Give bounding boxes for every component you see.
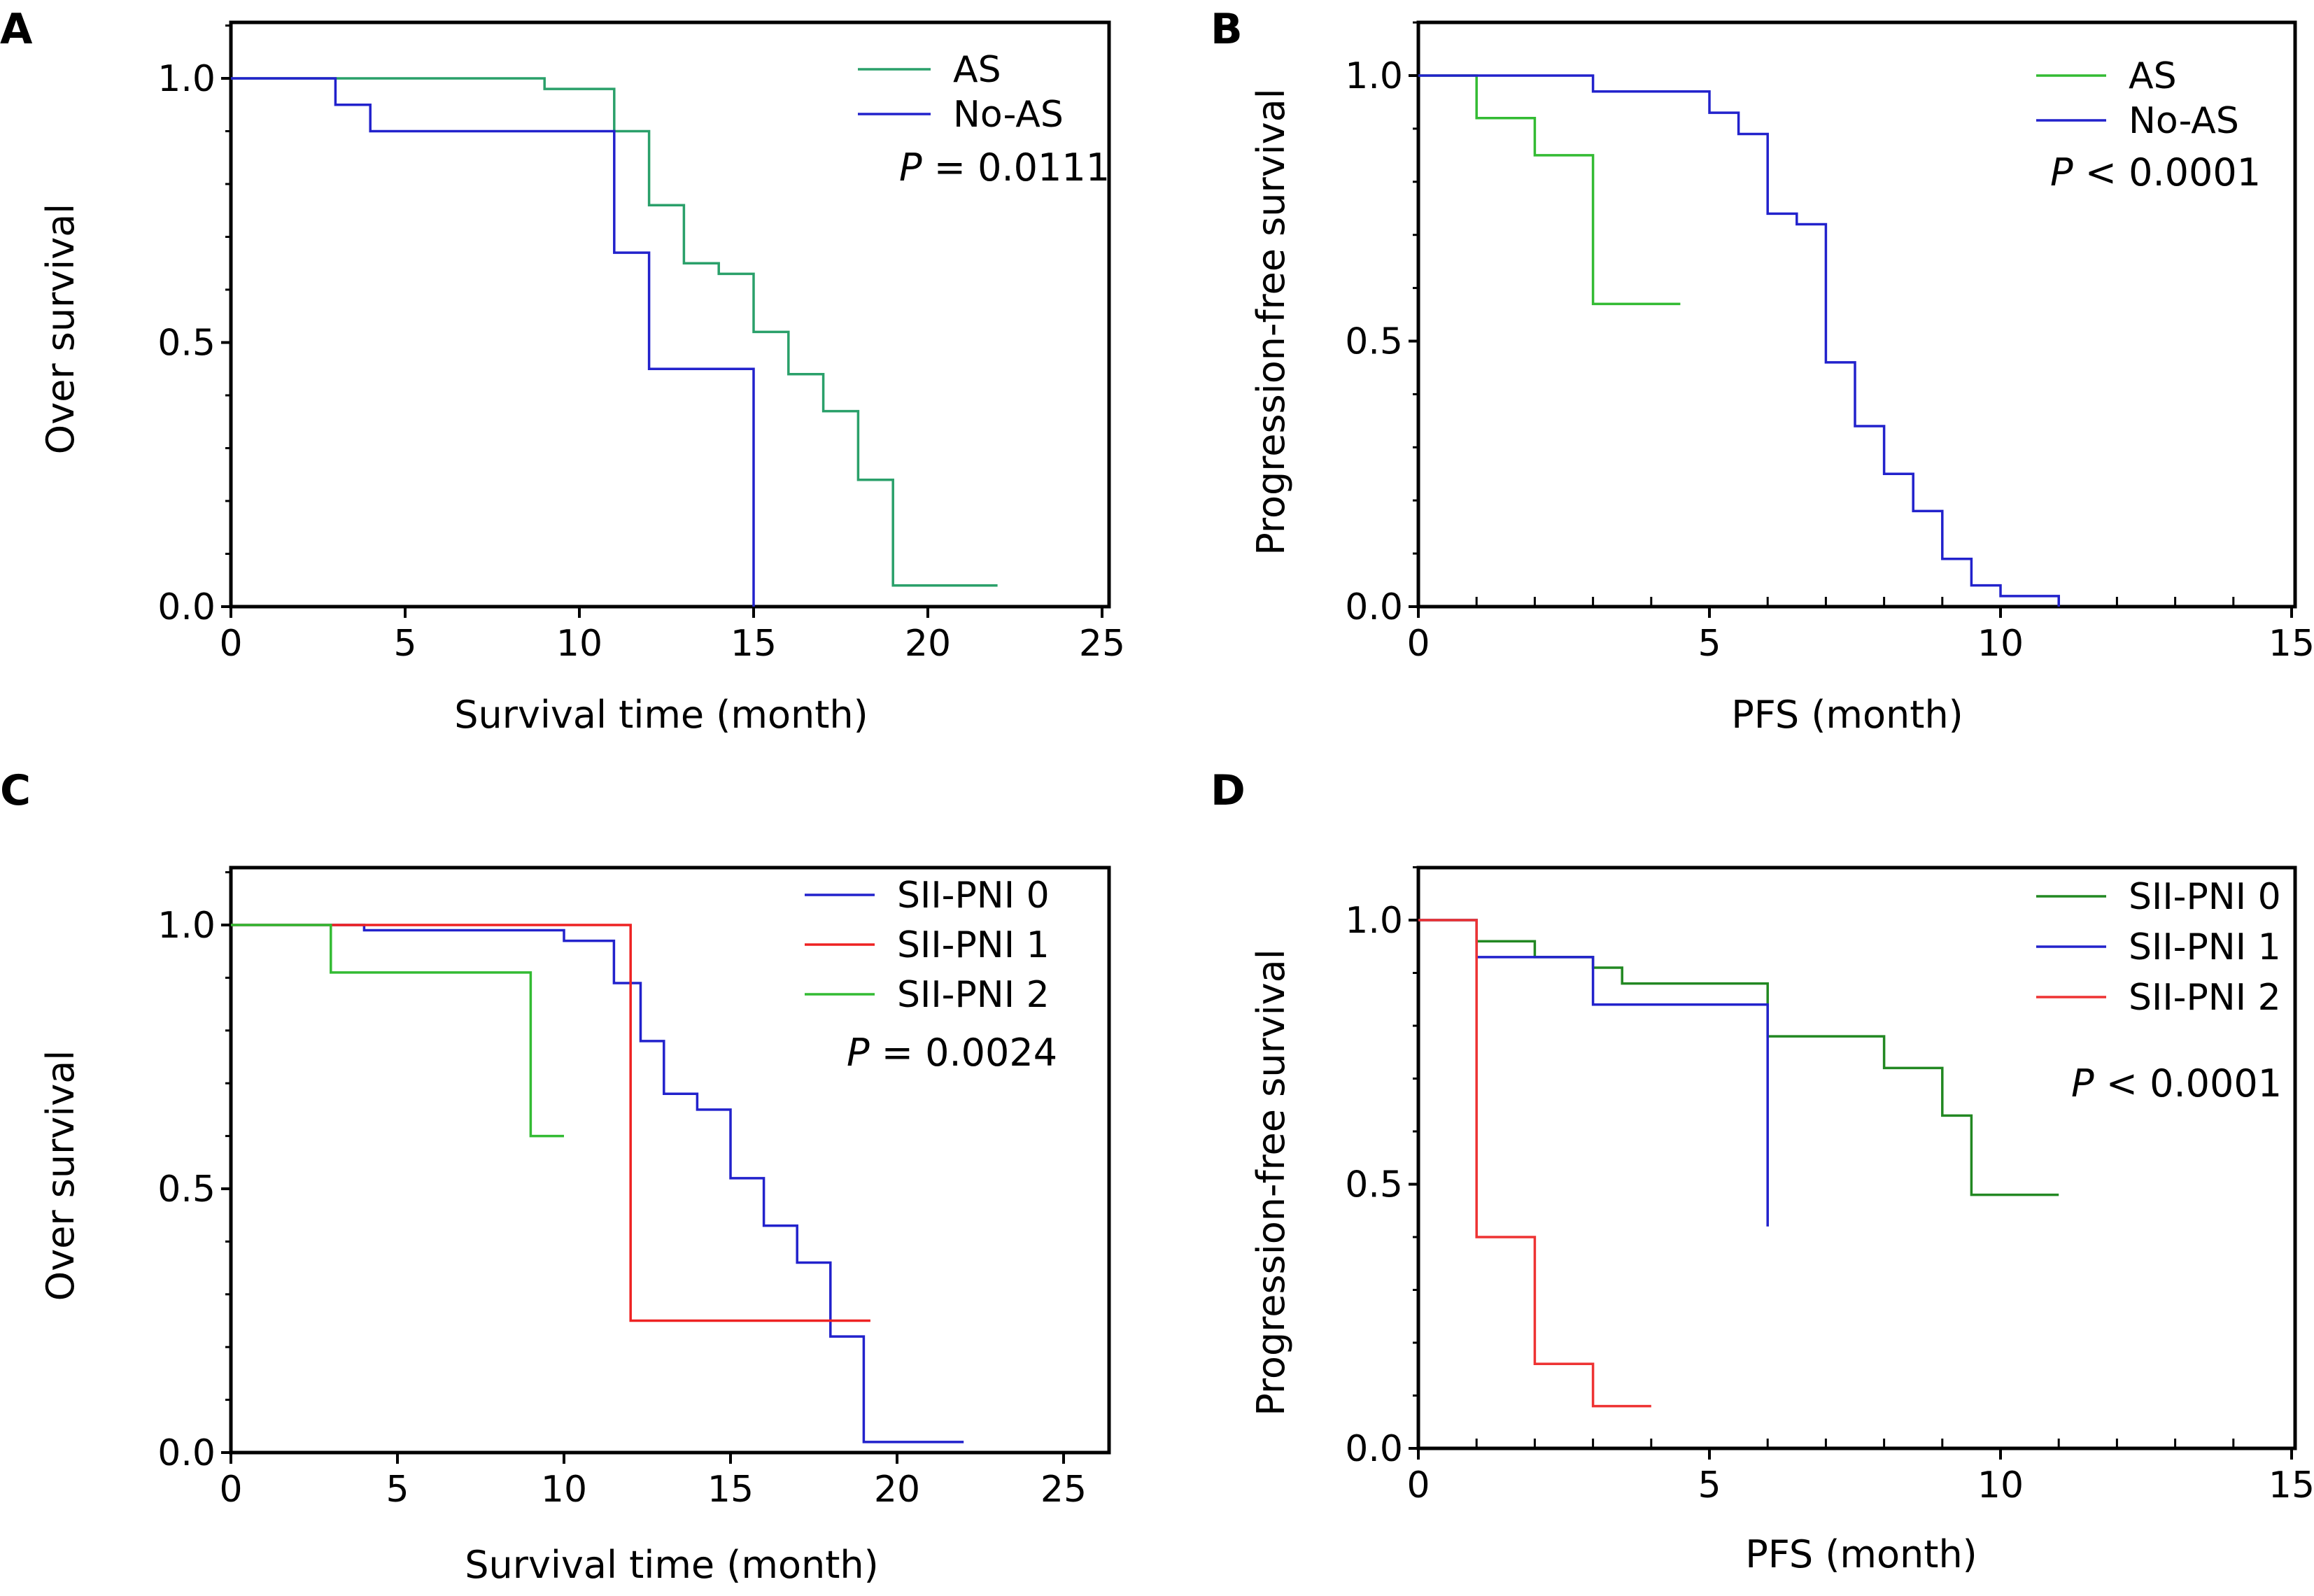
x-tick-label: 15 [731, 623, 777, 665]
y-tick-label: 0.5 [157, 323, 216, 365]
series-line-sii-pni-0 [1418, 919, 2059, 1196]
y-tick-label: 1.0 [157, 905, 216, 947]
y-tick-label: 1.0 [157, 58, 216, 100]
legend-label: AS [953, 49, 1001, 91]
y-tick-label: 0.0 [157, 1432, 216, 1474]
y-tick-label: 0.0 [1345, 586, 1403, 628]
x-tick-label: 15 [2269, 1464, 2314, 1506]
x-tick-label: 10 [556, 623, 602, 665]
p-value-text: < 0.0001 [2094, 1061, 2283, 1106]
y-axis-label: Over survival [38, 204, 83, 455]
series-line-sii-pni-0 [231, 924, 964, 1443]
x-tick-label: 10 [1977, 623, 2024, 665]
y-tick-label: 1.0 [1345, 900, 1403, 942]
legend-label: SII-PNI 2 [897, 974, 1050, 1016]
x-tick-label: 0 [219, 1469, 242, 1511]
y-tick-label: 0.5 [157, 1168, 216, 1210]
chart-panel-a: A 0.0 0.5 1.0 0 5 10 15 20 25 Survival time (month… [0, 5, 1125, 737]
y-tick-label: 0.5 [1345, 321, 1403, 363]
series-line-as [1418, 74, 1681, 306]
x-axis-label: Survival time (month) [465, 1543, 878, 1587]
chart-panel-c: C 0.0 0.5 1.0 0 5 10 15 20 25 Survival time (month… [0, 766, 1111, 1587]
legend-label: SII-PNI 0 [897, 875, 1050, 917]
x-tick-label: 20 [905, 623, 951, 665]
legend-label: No-AS [2129, 100, 2239, 142]
x-tick-label: 25 [1079, 623, 1125, 665]
legend-label: AS [2129, 55, 2177, 97]
x-tick-label: 5 [386, 1469, 409, 1511]
plot-frame [1416, 866, 2297, 1450]
p-symbol: P [847, 1031, 870, 1075]
y-tick-label: 0.0 [157, 586, 216, 628]
y-tick-label: 1.0 [1345, 55, 1403, 97]
x-tick-label: 15 [2269, 623, 2314, 665]
series-line-no-as [231, 77, 755, 607]
p-value-annotation: P = 0.0024 [847, 1031, 1057, 1075]
p-symbol: P [2050, 150, 2073, 195]
panel-letter: A [0, 5, 33, 54]
p-value-annotation: P < 0.0001 [2050, 150, 2261, 195]
x-axis-label: PFS (month) [1745, 1532, 1977, 1576]
legend-label: SII-PNI 2 [2129, 977, 2281, 1019]
x-tick-label: 5 [1698, 623, 1721, 665]
p-symbol: P [899, 146, 922, 190]
p-value-annotation: P = 0.0111 [899, 146, 1110, 190]
x-tick-label: 0 [1406, 1464, 1430, 1506]
x-tick-label: 10 [541, 1469, 587, 1511]
panel-letter: B [1211, 5, 1243, 54]
panel-letter: D [1211, 766, 1246, 815]
series-line-sii-pni-1 [231, 924, 870, 1322]
x-axis-label: PFS (month) [1731, 693, 1963, 737]
x-tick-label: 5 [1698, 1464, 1721, 1506]
series-line-sii-pni-1 [1418, 919, 1769, 1227]
plot-frame [229, 866, 1111, 1455]
legend-label: No-AS [953, 94, 1064, 136]
p-value-text: = 0.0111 [922, 146, 1110, 190]
chart-panel-b: B 0.0 0.5 1.0 0 5 10 15 PFS (month) Progression-f… [1211, 5, 2314, 737]
x-tick-label: 5 [393, 623, 416, 665]
y-axis-label: Over survival [38, 1050, 83, 1301]
x-tick-label: 10 [1977, 1464, 2024, 1506]
x-tick-label: 25 [1040, 1469, 1087, 1511]
legend-label: SII-PNI 1 [897, 924, 1050, 966]
series-line-no-as [1418, 74, 2060, 607]
series-line-sii-pni-2 [231, 924, 564, 1138]
x-tick-label: 20 [874, 1469, 920, 1511]
x-tick-label: 0 [219, 623, 242, 665]
y-axis-label: Progression-free survival [1249, 88, 1293, 555]
legend-label: SII-PNI 1 [2129, 926, 2281, 968]
y-tick-label: 0.5 [1345, 1164, 1403, 1206]
series-line-as [231, 77, 998, 587]
plot-frame [1416, 20, 2297, 609]
y-tick-label: 0.0 [1345, 1428, 1403, 1470]
legend-label: SII-PNI 0 [2129, 876, 2281, 918]
panel-letter: C [0, 766, 31, 815]
p-symbol: P [2071, 1061, 2094, 1106]
y-axis-label: Progression-free survival [1249, 949, 1293, 1415]
p-value-text: < 0.0001 [2073, 150, 2262, 195]
chart-panel-d: D 0.0 0.5 1.0 0 5 10 15 PFS (month) Progression-f… [1211, 766, 2314, 1576]
x-axis-label: Survival time (month) [454, 693, 868, 737]
x-tick-label: 15 [707, 1469, 754, 1511]
x-tick-label: 0 [1406, 623, 1430, 665]
p-value-annotation: P < 0.0001 [2071, 1061, 2282, 1106]
plot-frame [229, 20, 1111, 609]
series-line-sii-pni-2 [1418, 919, 1651, 1408]
p-value-text: = 0.0024 [870, 1031, 1058, 1075]
